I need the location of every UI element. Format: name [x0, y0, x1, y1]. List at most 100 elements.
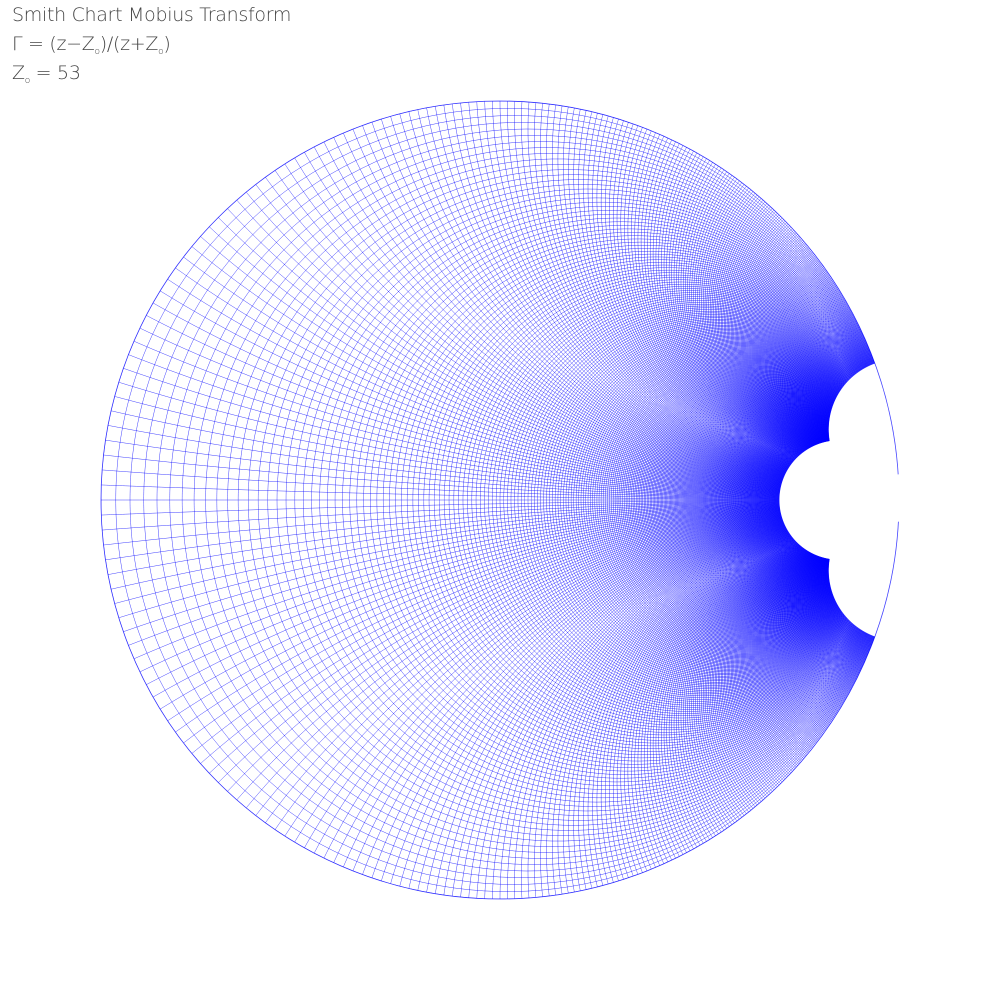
reactance-line — [820, 349, 870, 443]
reactance-line — [799, 552, 853, 687]
reactance-line — [826, 359, 874, 442]
reactance-line — [265, 177, 780, 492]
reactance-line — [819, 557, 869, 654]
reactance-line — [107, 501, 780, 575]
reactance-line — [680, 164, 788, 470]
reactance-line — [708, 534, 791, 811]
reactance-line — [805, 554, 858, 677]
reactance-line — [806, 325, 859, 446]
reactance-line — [776, 547, 831, 724]
reactance-line — [468, 102, 782, 484]
reactance-line — [452, 515, 782, 897]
reactance-line — [274, 509, 780, 830]
reactance-line — [796, 307, 850, 448]
reactance-line — [417, 109, 781, 486]
reactance-line — [668, 529, 787, 846]
chart-title: Smith Chart Mobius Transform — [12, 4, 292, 26]
reactance-line — [814, 339, 866, 444]
reactance-line — [817, 557, 868, 657]
reactance-line — [722, 204, 792, 464]
reactance-line — [815, 339, 866, 444]
reactance-line — [146, 315, 780, 496]
reactance-line — [689, 171, 789, 469]
reactance-line — [794, 304, 849, 449]
reactance-line — [778, 547, 833, 721]
reactance-line — [578, 521, 784, 890]
reactance-line — [798, 552, 852, 689]
reactance-line — [761, 543, 815, 746]
reactance-line — [596, 522, 784, 885]
mobius-grid — [101, 101, 876, 899]
reactance-line — [460, 102, 782, 485]
reactance-line — [744, 231, 796, 460]
reactance-line — [685, 167, 789, 470]
reactance-line — [793, 551, 847, 698]
reactance-line — [709, 534, 791, 809]
reactance-line — [371, 122, 781, 488]
reactance-line — [711, 534, 791, 808]
reactance-line — [624, 127, 785, 476]
reactance-line — [779, 548, 835, 719]
reactance-line — [801, 553, 855, 684]
reactance-line — [796, 552, 850, 693]
reactance-line — [492, 101, 782, 483]
reactance-line — [787, 549, 842, 707]
reactance-line — [514, 101, 783, 483]
reactance-line — [755, 246, 809, 458]
reactance-line — [810, 331, 863, 445]
reactance-line — [804, 554, 857, 680]
reactance-line — [769, 265, 823, 455]
reactance-line — [773, 271, 828, 454]
reactance-line — [800, 314, 854, 447]
reactance-line — [649, 141, 786, 473]
reactance-line — [807, 326, 860, 446]
reactance-line — [563, 106, 783, 480]
reactance-line — [827, 361, 875, 442]
reactance-line — [821, 351, 871, 442]
reactance-line — [718, 535, 792, 801]
reactance-line — [704, 533, 790, 815]
reactance-line — [819, 347, 869, 443]
reactance-line — [730, 537, 793, 786]
reactance-line — [772, 269, 827, 454]
reactance-line — [826, 359, 874, 442]
reactance-line — [612, 122, 785, 477]
reactance-line — [814, 338, 866, 444]
reactance-line — [265, 508, 780, 823]
reactance-line — [732, 537, 794, 784]
reactance-line — [743, 540, 795, 771]
reactance-line — [824, 355, 873, 442]
reactance-line — [637, 134, 786, 475]
reactance-line — [634, 525, 786, 868]
reactance-line — [786, 291, 841, 451]
reactance-line — [612, 523, 785, 878]
reactance-line — [818, 346, 869, 443]
reactance-line — [822, 352, 871, 442]
reactance-line — [802, 553, 856, 683]
reactance-line — [776, 276, 831, 453]
reactance-line — [760, 252, 814, 457]
reactance-line — [713, 194, 791, 466]
reactance-line — [663, 528, 787, 850]
reactance-line — [111, 501, 780, 590]
reactance-line — [820, 348, 870, 443]
notch-cap — [878, 474, 926, 522]
reactance-line — [578, 110, 784, 479]
reactance-line — [799, 313, 853, 448]
reactance-line — [809, 555, 862, 671]
reactance-line — [790, 550, 845, 703]
reactance-line — [443, 104, 782, 485]
reactance-line — [777, 277, 832, 453]
reactance-line — [658, 147, 787, 473]
reactance-line — [719, 535, 792, 799]
reactance-line — [764, 259, 819, 456]
reactance-line — [817, 343, 868, 443]
reactance-line — [118, 502, 780, 619]
reactance-line — [821, 557, 871, 650]
reactance-line — [725, 208, 793, 464]
reactance-line — [209, 226, 780, 494]
reactance-line — [764, 544, 819, 741]
reactance-line — [123, 368, 780, 498]
reactance-line — [702, 184, 790, 467]
reactance-line — [826, 558, 875, 640]
